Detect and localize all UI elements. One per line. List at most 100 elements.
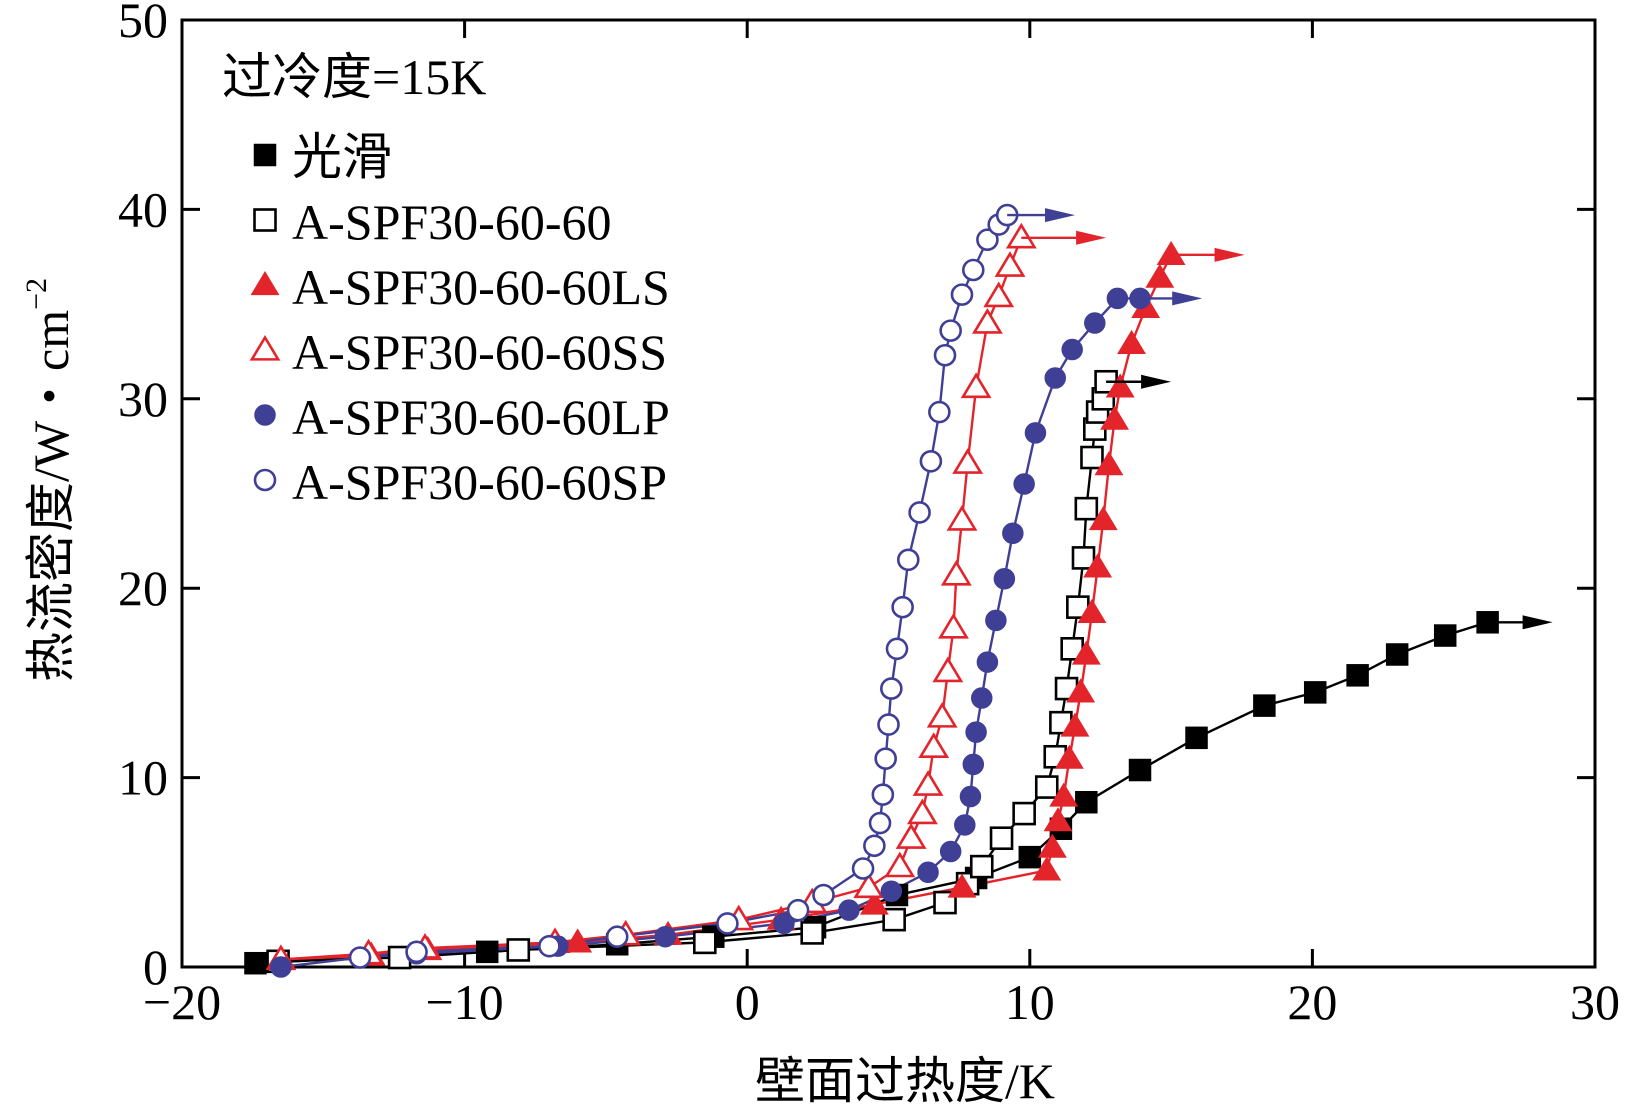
data-point — [1185, 726, 1208, 750]
data-point — [965, 721, 987, 743]
trend-arrow-head — [1141, 374, 1172, 389]
data-point — [946, 504, 978, 531]
data-point — [940, 559, 972, 586]
data-point — [976, 228, 999, 252]
x-tick-label: 0 — [735, 974, 760, 1030]
data-point — [1066, 678, 1096, 703]
data-point — [716, 912, 739, 935]
data-point — [938, 612, 969, 639]
data-point — [475, 940, 499, 964]
data-point — [960, 372, 992, 399]
data-point — [1303, 681, 1327, 704]
data-point — [918, 732, 950, 758]
data-point — [786, 898, 810, 922]
y-axis-title-superscript: −2 — [20, 278, 53, 310]
data-point — [1043, 807, 1073, 832]
data-point — [1156, 240, 1186, 265]
legend-label: A-SPF30-60-60SS — [292, 324, 667, 380]
data-point — [773, 912, 795, 935]
data-point — [1002, 522, 1024, 545]
data-point — [954, 814, 976, 836]
y-tick-label: 30 — [118, 371, 168, 427]
data-point — [538, 934, 561, 958]
data-point — [868, 811, 892, 835]
data-point — [971, 308, 1003, 334]
data-point — [952, 448, 984, 474]
data-point — [1060, 712, 1090, 737]
data-point — [1084, 312, 1106, 334]
data-point — [1005, 222, 1037, 249]
data-point — [1075, 790, 1098, 814]
data-point — [880, 880, 903, 902]
data-point — [1077, 598, 1107, 623]
data-point — [1253, 694, 1276, 717]
data-point — [962, 753, 985, 776]
legend-title: 过冷度=15K — [222, 49, 486, 105]
data-point — [932, 656, 964, 683]
legend-marker — [253, 468, 277, 492]
data-point — [947, 873, 977, 898]
data-point — [1145, 263, 1175, 288]
data-point — [976, 651, 999, 673]
data-point — [1106, 287, 1129, 310]
data-point — [993, 567, 1016, 590]
data-point — [1083, 553, 1113, 578]
data-point — [939, 319, 962, 342]
data-point — [693, 930, 717, 955]
data-point — [1433, 624, 1457, 647]
data-point — [880, 677, 903, 700]
data-point — [859, 890, 889, 915]
trend-arrow-head — [1045, 208, 1076, 223]
data-point — [985, 609, 1007, 632]
data-point — [1105, 373, 1135, 398]
trend-arrow-head — [1522, 615, 1553, 630]
trend-arrow-head — [1076, 230, 1107, 245]
legend-label: A-SPF30-60-60 — [292, 194, 611, 250]
data-point — [874, 747, 897, 770]
data-point — [1074, 496, 1099, 521]
y-axis-title: 热流密度/W・cm−2 — [20, 278, 79, 682]
data-point — [896, 548, 920, 572]
data-point — [1117, 329, 1146, 354]
legend-label: A-SPF30-60-60SP — [292, 454, 667, 510]
data-point — [882, 907, 906, 932]
y-tick-label: 20 — [118, 560, 168, 616]
axis-ticks: −20 −10 0 10 20 30 0 10 20 30 40 50 — [118, 0, 1620, 1030]
data-point — [939, 840, 962, 863]
data-point — [1128, 758, 1152, 782]
plot-frame — [180, 18, 1597, 969]
data-point — [1044, 367, 1066, 389]
data-point — [912, 770, 944, 796]
data-point — [506, 938, 531, 962]
data-point — [926, 701, 958, 728]
data-point — [1013, 473, 1035, 495]
data-point — [917, 861, 939, 884]
legend-label: 光滑 — [292, 129, 392, 185]
data-point — [405, 940, 428, 964]
data-point — [1012, 801, 1036, 826]
data-point — [871, 783, 895, 806]
data-point — [654, 925, 676, 948]
data-point — [800, 921, 824, 945]
legend-marker — [250, 271, 280, 296]
data-point — [1054, 744, 1084, 769]
data-point — [908, 501, 931, 524]
trend-arrow-head — [1172, 291, 1203, 306]
x-tick-label: −20 — [143, 974, 221, 1030]
data-point — [1346, 664, 1369, 687]
data-point — [989, 826, 1014, 851]
data-point — [851, 857, 875, 880]
data-point — [1049, 782, 1079, 807]
data-point — [1094, 451, 1124, 476]
data-point — [563, 928, 593, 953]
legend-marker — [253, 208, 277, 232]
legend-marker — [253, 143, 277, 167]
data-point — [605, 925, 629, 948]
x-tick-label: 10 — [1005, 974, 1055, 1030]
svg-text:热流密度/W・cm−2: 热流密度/W・cm−2 — [20, 278, 79, 682]
data-point — [919, 450, 943, 473]
data-point — [1061, 338, 1083, 361]
legend-marker — [254, 404, 276, 426]
data-point — [959, 785, 982, 808]
legend-marker — [249, 334, 281, 361]
